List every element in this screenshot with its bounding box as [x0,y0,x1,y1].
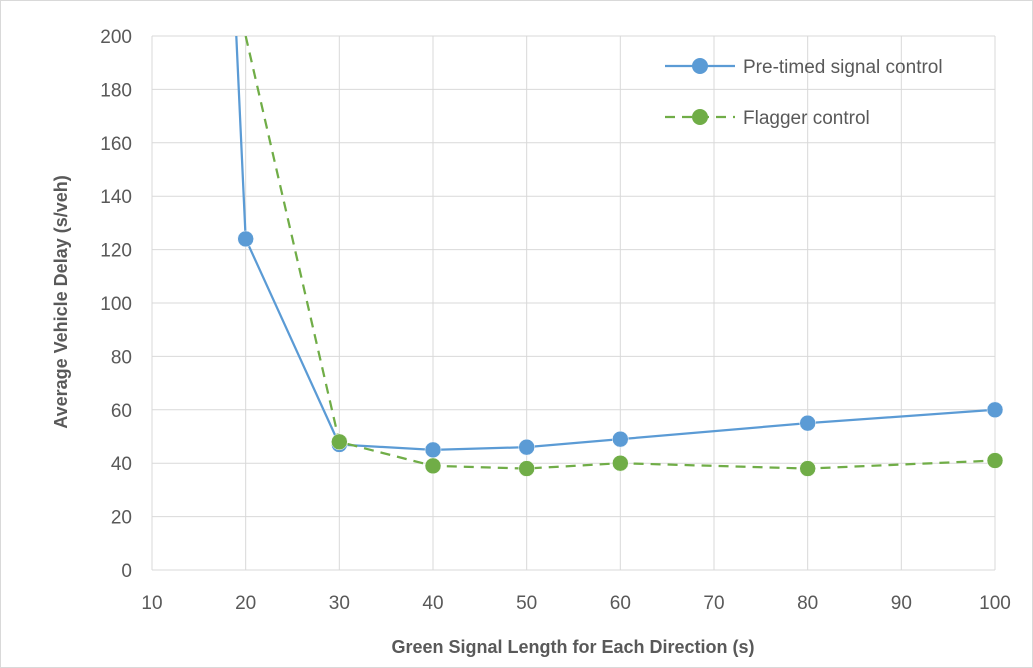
x-tick-label: 100 [979,593,1011,614]
y-tick-label: 40 [111,454,132,475]
legend-item: Pre-timed signal control [665,57,943,78]
data-point [799,460,816,477]
data-point [518,438,535,456]
x-tick-label: 50 [516,593,537,614]
data-point [331,433,348,451]
x-tick-label: 20 [235,593,256,614]
series-layer [235,36,1004,477]
y-tick-label: 80 [111,347,132,368]
legend-label: Pre-timed signal control [743,57,943,78]
y-tick-label: 120 [100,241,132,262]
x-tick-label: 10 [141,593,162,614]
y-tick-label: 20 [111,508,132,529]
data-point [799,414,816,432]
y-tick-label: 100 [100,294,132,315]
x-axis-title: Green Signal Length for Each Direction (… [391,637,754,657]
y-tick-label: 140 [100,187,132,208]
y-axis-title: Average Vehicle Delay (s/veh) [51,175,71,428]
legend-swatch-marker [692,58,708,74]
data-point [424,441,442,459]
legend-label: Flagger control [743,108,870,129]
series-2 [244,36,1004,477]
grid-lines [151,35,996,571]
data-point [986,401,1004,419]
data-point [612,454,629,472]
y-tick-label: 60 [111,401,132,422]
y-tick-label: 180 [100,80,132,101]
x-tick-label: 60 [610,593,631,614]
tick-labels: 0 20 40 60 80 100 120 140 160 180 200 10 20 30 40 50 60 7… [100,27,1011,614]
data-point [612,430,629,448]
legend-swatch-marker [692,109,708,125]
y-tick-label: 160 [100,134,132,155]
data-point [424,457,442,475]
x-tick-label: 90 [891,593,912,614]
data-point [986,452,1004,469]
x-tick-label: 70 [703,593,724,614]
data-point [518,460,535,477]
series-1 [235,36,1004,459]
legend: Pre-timed signal control Flagger control [665,57,943,129]
series-line [235,36,995,451]
x-tick-label: 80 [797,593,818,614]
legend-item: Flagger control [665,108,870,129]
y-tick-label: 0 [121,561,132,582]
y-tick-label: 200 [100,27,132,48]
x-tick-label: 40 [422,593,443,614]
x-tick-label: 30 [329,593,350,614]
data-point [237,230,254,248]
